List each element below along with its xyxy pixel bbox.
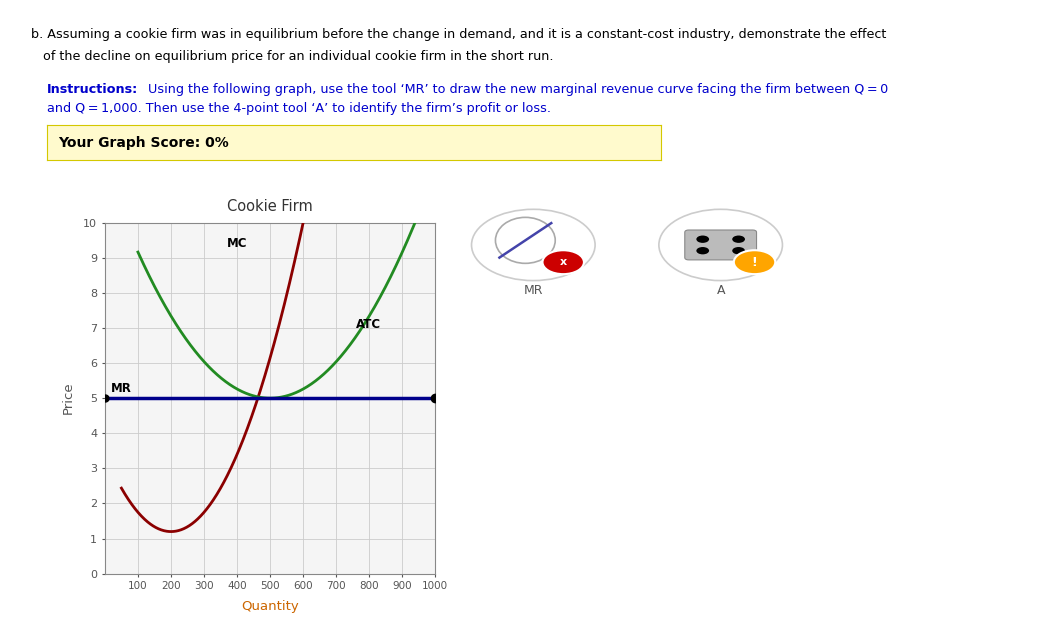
Text: Instructions:: Instructions: xyxy=(47,83,138,96)
Circle shape xyxy=(542,250,584,274)
Text: A: A xyxy=(716,285,725,297)
Circle shape xyxy=(732,247,745,255)
Text: and Q = 1,000. Then use the 4-point tool ‘A’ to identify the firm’s profit or lo: and Q = 1,000. Then use the 4-point tool… xyxy=(47,102,551,115)
Text: MR: MR xyxy=(111,382,132,395)
Text: MR: MR xyxy=(523,285,543,297)
X-axis label: Quantity: Quantity xyxy=(241,599,299,613)
Text: Your Graph Score: 0%: Your Graph Score: 0% xyxy=(59,135,229,150)
Circle shape xyxy=(732,236,745,243)
Ellipse shape xyxy=(495,218,555,263)
Text: ATC: ATC xyxy=(356,318,381,331)
Text: MC: MC xyxy=(228,237,248,250)
Text: x: x xyxy=(560,257,566,267)
Text: !: ! xyxy=(752,256,757,269)
Circle shape xyxy=(697,247,709,255)
FancyBboxPatch shape xyxy=(685,230,756,260)
Text: Using the following graph, use the tool ‘MR’ to draw the new marginal revenue cu: Using the following graph, use the tool … xyxy=(144,83,887,96)
Title: Cookie Firm: Cookie Firm xyxy=(228,199,313,214)
Text: of the decline on equilibrium price for an individual cookie firm in the short r: of the decline on equilibrium price for … xyxy=(31,50,554,63)
Circle shape xyxy=(734,250,775,274)
Y-axis label: Price: Price xyxy=(62,382,74,414)
Text: b. Assuming a cookie firm was in equilibrium before the change in demand, and it: b. Assuming a cookie firm was in equilib… xyxy=(31,28,886,41)
Circle shape xyxy=(697,236,709,243)
